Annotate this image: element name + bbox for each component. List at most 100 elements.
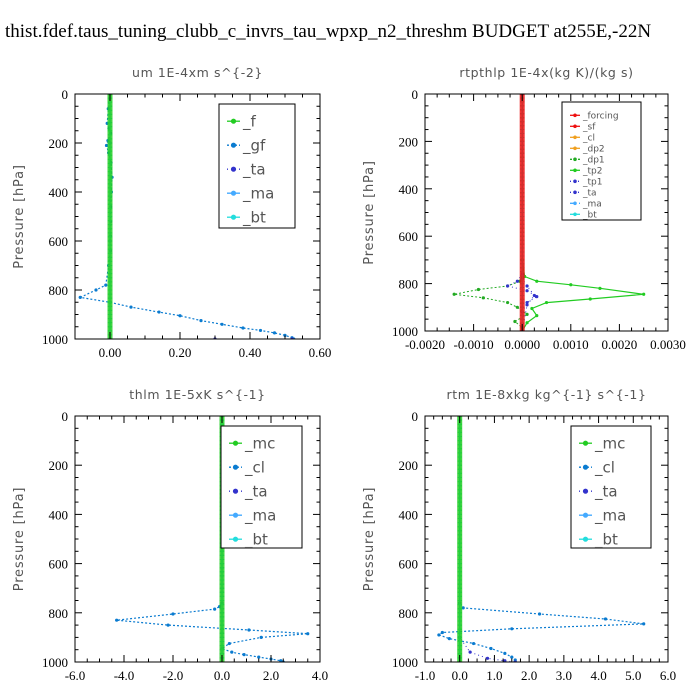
zero-line-um	[107, 94, 113, 339]
plot-um: um 1E-4xm s^{-2} Pressure [hPa] 0.00 0.20 0.…	[12, 65, 331, 360]
data-point	[199, 319, 203, 323]
data-point	[569, 283, 573, 287]
plot-thlm: thlm 1E-5xK s^{-1} Pressure [hPa] -6.0 -4.0…	[12, 387, 328, 683]
data-point	[227, 641, 231, 646]
plot-rtm: rtm 1E-8xkg kg^{-1} s^{-1} Pressure [hPa]…	[362, 387, 676, 683]
legend-marker	[582, 512, 589, 518]
legend-box	[570, 425, 652, 549]
data-point	[178, 314, 182, 318]
data-point	[510, 627, 514, 631]
data-point	[506, 284, 510, 288]
legend-marker	[573, 135, 577, 140]
y-tick-label: 400	[399, 507, 419, 522]
data-point	[642, 622, 646, 626]
data-point	[94, 288, 98, 292]
panel-title-thlm: thlm 1E-5xK s^{-1}	[129, 387, 265, 402]
y-tick-label: 800	[49, 606, 69, 621]
series-line-rtm-ta	[459, 416, 516, 662]
data-point	[476, 287, 481, 292]
x-tick-label: 0.60	[309, 345, 332, 360]
series-line-rtm-cl	[437, 416, 644, 662]
legend-um: _f _gf _ta _ma _bt	[218, 103, 296, 229]
x-tick-label: 0.0030	[650, 337, 686, 352]
x-tick-label: 4.0	[590, 668, 606, 683]
data-point	[157, 310, 161, 314]
plot-rtpthlp: rtpthlp 1E-4x(kg K)/(kg s) Pressure [hPa]…	[362, 65, 686, 352]
data-point	[513, 319, 517, 324]
legend-label: _bt	[582, 210, 597, 220]
y-tick-label: 0	[412, 409, 419, 424]
x-tick-label: 0.0000	[504, 337, 540, 352]
data-point	[603, 617, 608, 621]
x-tick-label: 3.0	[556, 668, 572, 683]
data-point	[489, 646, 493, 651]
x-tick-label: 0.00	[99, 345, 122, 360]
y-tick-label: 600	[49, 557, 69, 572]
y-tick-label: 800	[49, 283, 69, 298]
data-point	[535, 313, 539, 318]
data-point	[485, 656, 490, 660]
legend-marker	[232, 488, 239, 494]
y-tick-label: 0	[412, 87, 419, 102]
data-point	[598, 286, 602, 290]
legend-rtm: _mc _cl _ta _ma _bt	[570, 425, 652, 549]
legend-label: _dp1	[582, 155, 605, 165]
series-rtm-ta	[458, 416, 517, 662]
legend-box	[220, 425, 303, 549]
data-point	[535, 295, 539, 299]
legend-label: _bt	[242, 208, 266, 227]
data-point	[503, 659, 507, 662]
y-tick-label: 800	[399, 277, 419, 292]
series-rtpthlp-dp1	[452, 94, 529, 331]
legend-marker	[582, 440, 589, 446]
legend-marker	[582, 464, 589, 470]
legend-label: _ma	[244, 506, 276, 525]
legend-rtpthlp: _forcing_sf_cl_dp2_dp1_tp2_tp1_ta_ma_bt	[561, 101, 642, 221]
data-point	[503, 651, 507, 655]
legend-label: _bt	[594, 530, 618, 549]
data-point	[279, 659, 283, 662]
data-point	[213, 607, 217, 611]
legend-label: _bt	[244, 530, 268, 549]
legend-label: _cl	[594, 458, 615, 477]
data-point	[220, 322, 224, 326]
y-axis-label-rtpthlp: Pressure [hPa]	[362, 160, 377, 264]
data-point	[283, 333, 287, 337]
data-point	[530, 306, 534, 311]
y-tick-label: 800	[399, 606, 419, 621]
x-tick-label: -6.0	[65, 668, 86, 683]
y-tick-label: 600	[399, 557, 419, 572]
data-point	[272, 331, 277, 335]
y-axis-label-rtm: Pressure [hPa]	[362, 487, 377, 591]
x-tick-label: 5.0	[625, 668, 641, 683]
y-tick-label: 1000	[42, 332, 68, 347]
data-point	[468, 650, 472, 654]
data-point	[257, 655, 261, 659]
data-point	[544, 300, 549, 305]
legend-label: _tp2	[582, 166, 602, 176]
y-tick-label: 1000	[392, 655, 418, 670]
y-tick-label: 1000	[392, 324, 418, 339]
legend-label: _sf	[582, 122, 596, 132]
legend-label: _mc	[594, 434, 625, 453]
y-tick-label: 400	[399, 182, 419, 197]
legend-marker	[582, 536, 589, 542]
legend-marker	[230, 118, 237, 124]
legend-label: _mc	[244, 434, 275, 453]
data-point	[525, 289, 529, 293]
y-tick-label: 200	[399, 458, 419, 473]
data-point	[447, 637, 451, 641]
data-point	[171, 612, 175, 616]
x-tick-label: 0.20	[169, 345, 192, 360]
legend-thlm: _mc _cl _ta _ma _bt	[220, 425, 303, 549]
data-point	[104, 143, 109, 148]
legend-marker	[230, 142, 237, 148]
legend-marker	[573, 168, 577, 173]
legend-label: _ma	[582, 199, 602, 209]
data-point	[481, 296, 485, 300]
x-tick-label: 0.0010	[553, 337, 589, 352]
data-point	[242, 653, 246, 657]
legend-label: _ta	[242, 160, 266, 179]
legend-box	[218, 103, 296, 229]
legend-label: _ma	[594, 506, 626, 525]
